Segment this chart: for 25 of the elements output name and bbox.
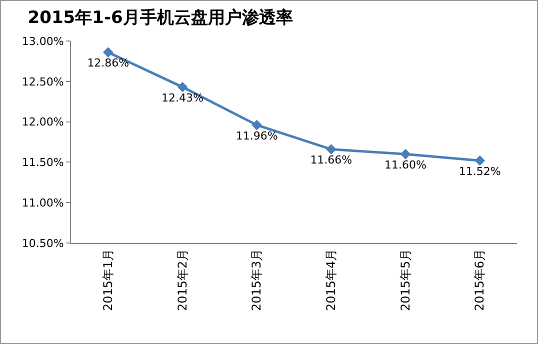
data-label: 12.43% (162, 91, 204, 104)
data-label: 11.60% (384, 158, 426, 172)
y-tick-label: 12.50% (22, 75, 64, 88)
x-tick-label: 2015年4月 (324, 248, 338, 311)
point (474, 155, 486, 166)
data-label: 11.52% (458, 164, 501, 178)
chart-title: 2015年1-6月手机云盘用户渗透率 (28, 8, 293, 28)
y-tick-label: 10.50% (22, 236, 64, 250)
point (400, 148, 411, 160)
data-label: 11.66% (310, 154, 352, 167)
x-tick-label: 2015年6月 (472, 248, 487, 311)
y-tick-label: 12.00% (22, 116, 64, 129)
point (252, 120, 262, 130)
data-label: 11.96% (236, 129, 278, 142)
point (326, 144, 336, 154)
y-tick-label: 11.00% (22, 196, 64, 210)
x-tick-label: 2015年1月 (101, 248, 116, 311)
point (177, 82, 188, 92)
y-tick-label: 13.00% (22, 34, 64, 48)
data-label: 12.86% (87, 56, 130, 70)
point (102, 47, 114, 58)
y-tick-label: 11.50% (22, 156, 64, 170)
x-tick-label: 2015年5月 (398, 248, 412, 311)
x-tick-label: 2015年3月 (250, 248, 264, 311)
x-tick-label: 2015年2月 (175, 248, 190, 311)
